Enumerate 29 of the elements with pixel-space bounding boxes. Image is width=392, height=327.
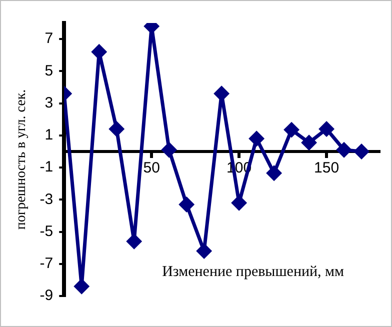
- y-tick-label: -3: [40, 190, 54, 208]
- point: [179, 197, 194, 212]
- point: [74, 279, 89, 294]
- y-tick-label: 5: [44, 62, 54, 80]
- point: [302, 135, 316, 150]
- x-axis-title: Изменение превышений, мм: [162, 264, 345, 280]
- y-tick-label: -7: [40, 255, 54, 272]
- point: [126, 234, 142, 249]
- x-tick-label: 50: [143, 160, 160, 177]
- point: [109, 122, 124, 136]
- point: [336, 142, 352, 158]
- y-tick-label: 1: [44, 126, 54, 144]
- point: [232, 196, 246, 210]
- y-tick-label: -9: [40, 287, 54, 304]
- point: [284, 122, 299, 138]
- point: [354, 144, 369, 159]
- point: [196, 244, 212, 258]
- point: [319, 122, 334, 136]
- y-tick-label: 7: [44, 30, 54, 48]
- point: [162, 142, 176, 158]
- point: [214, 86, 229, 101]
- x-tick-label: 150: [314, 160, 340, 177]
- y-axis-title: погрешность в угл. сек.: [14, 89, 30, 230]
- point: [249, 131, 264, 146]
- y-tick-label: -1: [40, 158, 54, 176]
- point: [92, 44, 106, 60]
- y-tick-label: 3: [44, 94, 54, 112]
- y-tick-label: -5: [40, 222, 54, 240]
- point: [266, 166, 282, 180]
